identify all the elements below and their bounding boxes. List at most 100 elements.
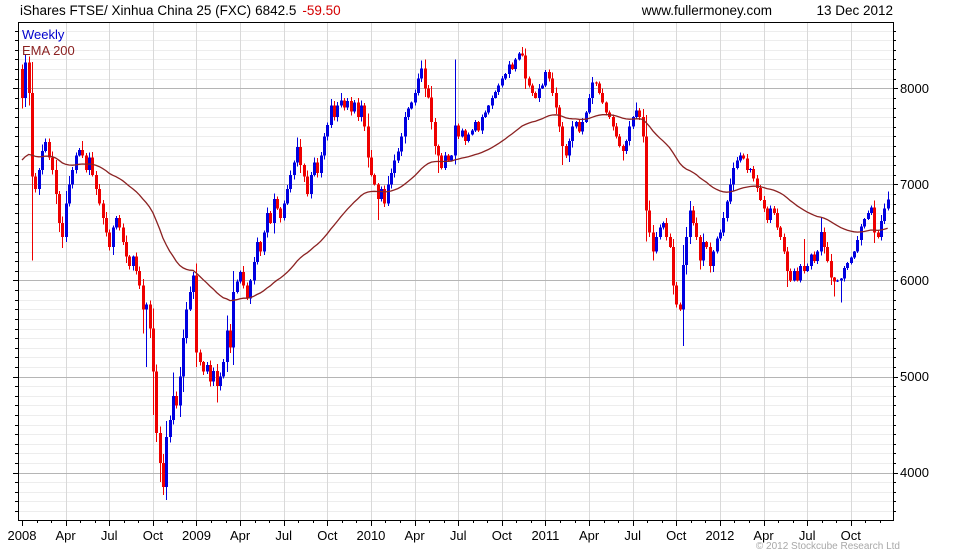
x-tick-label: Oct (492, 528, 513, 543)
candle-body (68, 184, 71, 204)
candle-body (343, 100, 346, 108)
candle-body (524, 55, 527, 79)
candle-body (622, 145, 625, 151)
y-tick-label: 8000 (900, 81, 929, 96)
candle-body (41, 150, 44, 170)
candle-body (675, 285, 678, 305)
candle-body (21, 69, 24, 98)
chart-title: iShares FTSE/ Xinhua China 25 (FXC) 6842.… (20, 3, 341, 18)
candle-body (763, 199, 766, 209)
candle-body (565, 145, 568, 156)
x-tick-label: Apr (579, 528, 600, 543)
candle-body (102, 203, 105, 219)
x-tick-label: Oct (841, 528, 862, 543)
candle-body (128, 256, 131, 267)
candle-body (756, 178, 759, 189)
copyright-notice: © 2012 Stockcube Research Ltd (755, 541, 900, 552)
candle-body (353, 102, 356, 112)
x-tick-label: Oct (317, 528, 338, 543)
candle-body (705, 242, 708, 247)
candle-body (477, 121, 480, 131)
candle-body (246, 285, 249, 299)
candle-body (709, 246, 712, 267)
instrument-name: iShares FTSE/ Xinhua China 25 (FXC) (20, 3, 252, 18)
candle-body (514, 59, 517, 70)
candle-body (813, 254, 816, 262)
candle-body (595, 82, 598, 84)
candle-body (867, 213, 870, 219)
candle-body (591, 82, 594, 98)
candle-body (638, 110, 641, 118)
candle-body (598, 83, 601, 94)
candle-body (836, 280, 839, 282)
candle-body (846, 263, 849, 268)
candle-body (78, 149, 81, 156)
candle-body (635, 110, 638, 118)
candle-body (212, 370, 215, 382)
candle-body (605, 102, 608, 113)
candle-body (773, 208, 776, 214)
candle-body (273, 198, 276, 223)
candle-body (430, 97, 433, 122)
candles-layer (21, 46, 890, 501)
candle-body (877, 232, 880, 238)
candle-body (31, 93, 34, 177)
candle-body (24, 62, 27, 98)
candle-body (108, 232, 111, 247)
candle-body (85, 155, 88, 170)
x-tick-label: Apr (404, 528, 425, 543)
candle-body (71, 169, 74, 185)
candle-body (232, 291, 235, 348)
candle-body (346, 100, 349, 108)
candle-body (316, 162, 319, 173)
candle-body (840, 278, 843, 281)
candle-body (360, 105, 363, 118)
candle-body (561, 126, 564, 146)
candle-body (283, 203, 286, 219)
candle-body (769, 208, 772, 220)
candle-body (679, 304, 682, 310)
candle-body (417, 78, 420, 94)
candle-body (558, 107, 561, 127)
candle-body (662, 222, 665, 228)
candle-body (541, 85, 544, 89)
candle-body (487, 105, 490, 113)
candle-body (581, 121, 584, 132)
candle-body (367, 126, 370, 158)
candle-body (632, 117, 635, 127)
candle-body (326, 124, 329, 137)
candle-body (159, 433, 162, 464)
candle-body (766, 208, 769, 220)
candle-body (719, 232, 722, 239)
candle-body (370, 157, 373, 175)
candle-body (313, 162, 316, 175)
candle-body (454, 125, 457, 156)
candle-body (216, 370, 219, 387)
candle-body (172, 395, 175, 420)
x-tick-label: Jul (799, 528, 816, 543)
candle-body (185, 309, 188, 339)
x-tick-label: Apr (753, 528, 774, 543)
candle-body (518, 53, 521, 60)
candle-body (132, 256, 135, 267)
candle-body (789, 270, 792, 281)
candle-body (585, 112, 588, 122)
candle-body (659, 227, 662, 238)
candle-body (28, 62, 31, 94)
candle-body (685, 237, 688, 266)
candle-body (508, 64, 511, 74)
candle-body (199, 352, 202, 363)
candle-body (820, 231, 823, 252)
candle-body (749, 169, 752, 171)
candle-body (457, 125, 460, 137)
candle-body (615, 126, 618, 137)
chart-date: 13 Dec 2012 (816, 3, 893, 18)
candle-body (135, 256, 138, 271)
candle-body (575, 121, 578, 127)
candle-body (729, 184, 732, 202)
last-price: 6842.5 (255, 3, 297, 18)
candle-body (192, 275, 195, 292)
axes-layer: 4000 5000 6000 7000 8000 2008 Apr Jul Oct 2009 Apr… (8, 22, 929, 543)
candle-body (383, 189, 386, 204)
candle-body (34, 176, 37, 190)
